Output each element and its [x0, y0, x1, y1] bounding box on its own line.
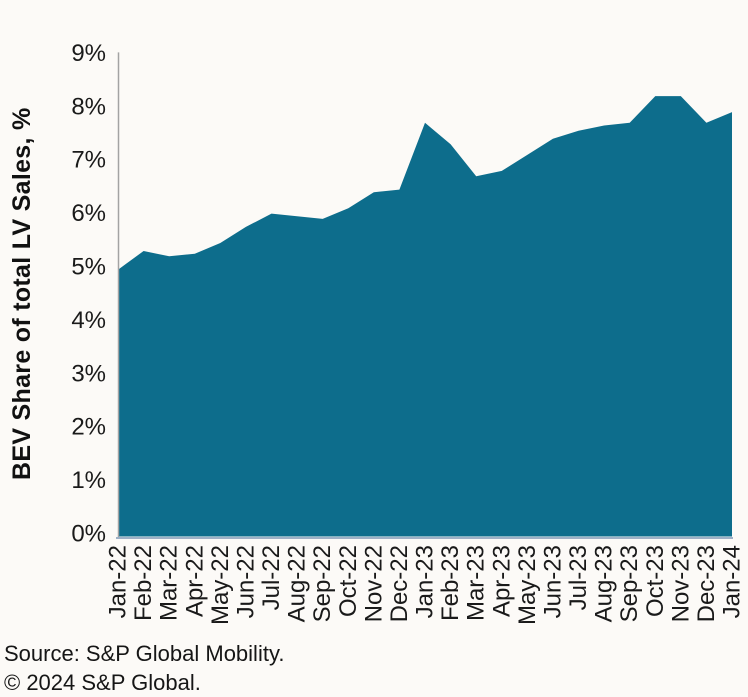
y-tick-label: 4%: [71, 307, 106, 334]
x-tick-label: Jul-22: [258, 545, 285, 610]
x-tick-label: Feb-23: [437, 545, 464, 621]
x-tick-label: May-22: [207, 545, 234, 625]
x-tick-label: Apr-22: [181, 545, 208, 617]
x-tick-label: Nov-23: [667, 545, 694, 622]
x-tick-label: Oct-23: [642, 545, 669, 617]
x-tick-label: Oct-22: [335, 545, 362, 617]
x-tick-label: Feb-22: [130, 545, 157, 621]
x-tick-label: Aug-23: [591, 545, 618, 622]
x-tick-label: Jul-23: [565, 545, 592, 610]
copyright-text: © 2024 S&P Global.: [4, 670, 201, 695]
x-tick-label: May-23: [514, 545, 541, 625]
y-tick-label: 7%: [71, 147, 106, 174]
y-tick-label: 3%: [71, 360, 106, 387]
x-tick-label: Nov-22: [360, 545, 387, 622]
y-tick-label: 5%: [71, 254, 106, 281]
x-tick-label: Jan-24: [719, 545, 746, 618]
y-tick-label: 8%: [71, 93, 106, 120]
y-tick-label: 9%: [71, 40, 106, 67]
y-tick-label: 2%: [71, 414, 106, 441]
x-tick-label: Apr-23: [488, 545, 515, 617]
x-tick-label: Dec-22: [386, 545, 413, 622]
x-tick-label: Sep-23: [616, 545, 643, 622]
x-tick-label: Jan-22: [105, 545, 132, 618]
x-tick-label: Aug-22: [284, 545, 311, 622]
area-series: [118, 96, 732, 537]
x-tick-label: Mar-23: [463, 545, 490, 621]
x-tick-label: Sep-22: [309, 545, 336, 622]
source-text: Source: S&P Global Mobility.: [4, 641, 285, 666]
y-tick-label: 0%: [71, 521, 106, 548]
x-tick-label: Jan-23: [412, 545, 439, 618]
x-tick-label: Jun-23: [539, 545, 566, 618]
y-tick-label: 1%: [71, 467, 106, 494]
x-tick-label: Mar-22: [156, 545, 183, 621]
x-tick-label: Dec-23: [693, 545, 720, 622]
x-tick-label: Jun-22: [232, 545, 259, 618]
plot-area: 0%1%2%3%4%5%6%7%8%9%Jan-22Feb-22Mar-22Ap…: [71, 40, 746, 625]
y-tick-label: 6%: [71, 200, 106, 227]
